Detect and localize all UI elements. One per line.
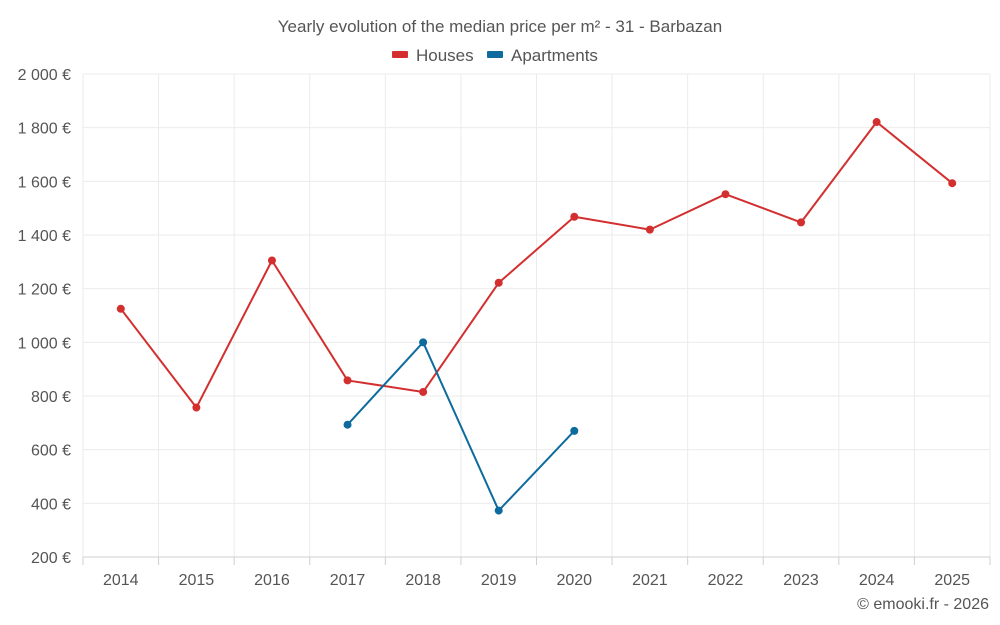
- legend-label-houses: Houses: [416, 46, 474, 65]
- legend-item-houses[interactable]: Houses: [392, 46, 474, 65]
- data-point-apartments-2017[interactable]: [343, 420, 352, 429]
- x-tick-label: 2024: [859, 572, 895, 589]
- x-tick-label: 2020: [556, 572, 592, 589]
- x-tick-label: 2025: [934, 572, 970, 589]
- data-point-apartments-2019[interactable]: [494, 506, 503, 515]
- y-tick-label: 800 €: [31, 389, 71, 406]
- data-point-houses-2023[interactable]: [797, 218, 806, 227]
- data-point-houses-2022[interactable]: [721, 190, 730, 199]
- x-tick-label: 2016: [254, 572, 290, 589]
- x-tick-label: 2023: [783, 572, 819, 589]
- x-tick-label: 2019: [481, 572, 517, 589]
- x-tick-label: 2017: [330, 572, 366, 589]
- y-tick-label: 1 000 €: [18, 335, 71, 352]
- grid: [82, 73, 991, 557]
- x-tick-label: 2022: [708, 572, 744, 589]
- y-tick-label: 1 400 €: [18, 228, 71, 245]
- data-point-houses-2017[interactable]: [343, 376, 352, 385]
- x-tick-label: 2018: [405, 572, 441, 589]
- legend-swatch-houses: [392, 51, 408, 58]
- data-point-houses-2020[interactable]: [570, 212, 579, 221]
- chart-title: Yearly evolution of the median price per…: [278, 17, 722, 36]
- series-apartments: [343, 338, 579, 515]
- legend-label-apartments: Apartments: [511, 46, 598, 65]
- data-point-houses-2015[interactable]: [192, 403, 201, 412]
- data-point-houses-2024[interactable]: [872, 118, 881, 127]
- x-tick-label: 2021: [632, 572, 668, 589]
- series-line-houses: [119, 121, 954, 409]
- legend-swatch-apartments: [487, 51, 503, 58]
- data-point-houses-2025[interactable]: [948, 179, 957, 188]
- y-tick-label: 2 000 €: [18, 67, 71, 84]
- series-houses: [116, 118, 957, 412]
- data-point-houses-2018[interactable]: [419, 387, 428, 396]
- y-tick-label: 400 €: [31, 496, 71, 513]
- credit-text: © emooki.fr - 2026: [857, 596, 989, 613]
- y-tick-label: 600 €: [31, 443, 71, 460]
- series-line-apartments: [346, 341, 576, 512]
- data-point-houses-2021[interactable]: [645, 225, 654, 234]
- data-point-houses-2014[interactable]: [116, 304, 125, 313]
- x-tick-label: 2015: [179, 572, 215, 589]
- legend: Houses Apartments: [392, 46, 598, 65]
- y-tick-label: 1 800 €: [18, 121, 71, 138]
- data-point-houses-2019[interactable]: [494, 278, 503, 287]
- y-tick-label: 1 600 €: [18, 174, 71, 191]
- data-point-apartments-2018[interactable]: [419, 338, 428, 347]
- axes: 200 € 400 € 600 € 800 € 1 000 € 1 200 € 1 400 …: [18, 67, 991, 589]
- data-point-houses-2016[interactable]: [267, 256, 276, 265]
- plot-area: [116, 118, 957, 515]
- x-tick-label: 2014: [103, 572, 139, 589]
- legend-item-apartments[interactable]: Apartments: [487, 46, 598, 65]
- y-tick-label: 200 €: [31, 550, 71, 567]
- y-tick-label: 1 200 €: [18, 282, 71, 299]
- data-point-apartments-2020[interactable]: [570, 426, 579, 435]
